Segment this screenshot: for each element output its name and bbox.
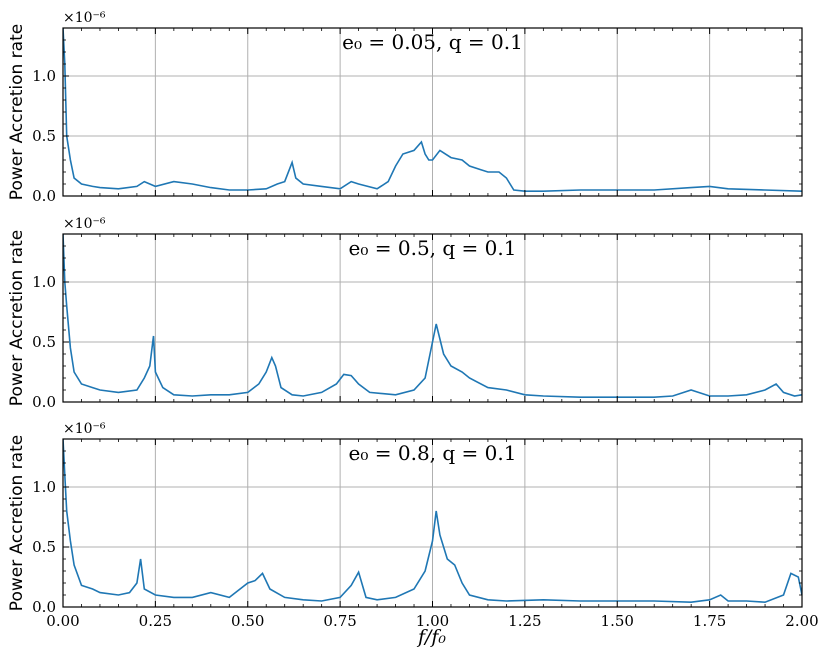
x-tick-label: 0.75 (323, 612, 356, 630)
y-offset-text: ×10⁻⁶ (63, 216, 106, 232)
y-offset-text: ×10⁻⁶ (63, 10, 106, 26)
x-tick-label: 2.00 (785, 612, 818, 630)
y-tick-label: 0.5 (32, 538, 56, 556)
x-tick-label: 0.00 (46, 612, 79, 630)
x-tick-label: 1.75 (693, 612, 726, 630)
y-tick-label: 0.5 (32, 333, 56, 351)
panels: 0.0 0.5 1.0 ×10⁻⁶ e₀ = 0.05, q = 0.1 Power Ac… (7, 10, 819, 630)
x-tick-label: 0.25 (139, 612, 172, 630)
series-line (63, 234, 802, 399)
y-offset-text: ×10⁻⁶ (63, 421, 106, 437)
chart-panel-3: 0.0 0.5 1.0 0.00 0.25 0.50 0.75 1.00 1.25 1.50 1.7… (7, 421, 819, 630)
y-tick-label: 0.0 (32, 187, 56, 205)
y-tick-label: 0.5 (32, 127, 56, 145)
y-tick-label: 1.0 (32, 67, 56, 85)
y-tick-label: 1.0 (32, 273, 56, 291)
y-tick-label: 1.0 (32, 478, 56, 496)
chart-panel-2: 0.0 0.5 1.0 ×10⁻⁶ e₀ = 0.5, q = 0.1 Power Acc… (7, 216, 803, 411)
panel-title: e₀ = 0.05, q = 0.1 (342, 30, 523, 54)
panel-title: e₀ = 0.5, q = 0.1 (349, 236, 517, 260)
x-tick-label: 1.25 (508, 612, 541, 630)
y-axis-label: Power Accretion rate (7, 435, 27, 611)
x-tick-label: 1.00 (416, 612, 449, 630)
x-axis-label: f/f₀ (416, 626, 446, 648)
y-axis-label: Power Accretion rate (7, 24, 27, 200)
y-axis-label: Power Accretion rate (7, 230, 27, 406)
chart-panel-1: 0.0 0.5 1.0 ×10⁻⁶ e₀ = 0.05, q = 0.1 Power Ac… (7, 10, 803, 205)
y-tick-label: 0.0 (32, 393, 56, 411)
x-tick-label: 0.50 (231, 612, 264, 630)
x-tick-label: 1.50 (601, 612, 634, 630)
y-tick-label: 0.0 (32, 598, 56, 616)
panel-title: e₀ = 0.8, q = 0.1 (349, 441, 517, 465)
series-line (63, 439, 802, 604)
